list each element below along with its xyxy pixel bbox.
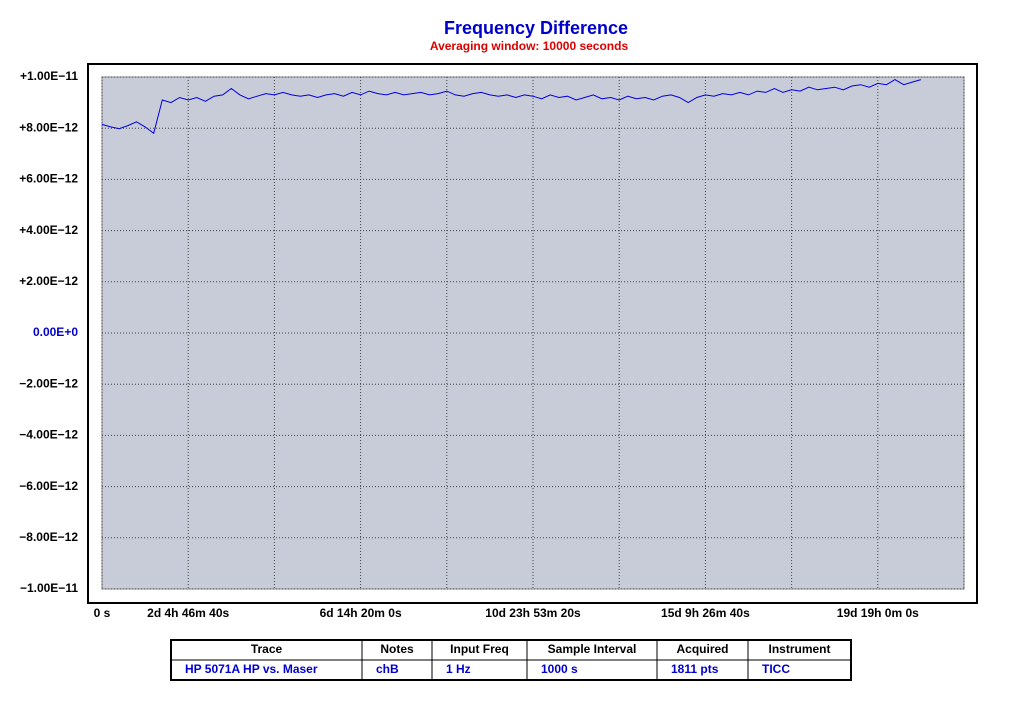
y-tick-label: +8.00E−12: [19, 120, 78, 134]
x-tick-label: 0 s: [94, 606, 111, 620]
y-tick-label: 0.00E+0: [33, 325, 78, 339]
x-tick-label: 10d 23h 53m 20s: [485, 606, 581, 620]
y-tick-label: +4.00E−12: [19, 223, 78, 237]
table-header: Input Freq: [450, 642, 509, 656]
x-tick-label: 6d 14h 20m 0s: [320, 606, 402, 620]
x-tick-label: 19d 19h 0m 0s: [837, 606, 919, 620]
table-cell: 1 Hz: [446, 662, 471, 676]
chart-subtitle: Averaging window: 10000 seconds: [430, 39, 629, 53]
y-tick-label: −1.00E−11: [20, 581, 78, 595]
y-tick-label: −6.00E−12: [19, 479, 78, 493]
table-cell: chB: [376, 662, 399, 676]
table-header: Notes: [380, 642, 414, 656]
frame: [87, 63, 978, 604]
info-table: Trace Notes Input Freq Sample Interval Acqui…: [170, 639, 852, 681]
y-tick-label: +6.00E−12: [19, 172, 78, 186]
y-tick-label: +1.00E−11: [20, 69, 78, 83]
y-tick-label: +2.00E−12: [19, 274, 78, 288]
table-cell: 1811 pts: [671, 662, 719, 676]
table-cell: HP 5071A HP vs. Maser: [185, 662, 318, 676]
table-cell: TICC: [762, 662, 790, 676]
y-tick-label: −8.00E−12: [19, 530, 78, 544]
chart-title: Frequency Difference: [444, 18, 628, 38]
y-tick-label: −4.00E−12: [19, 428, 78, 442]
x-tick-label: 2d 4h 46m 40s: [147, 606, 229, 620]
table-header: Trace: [251, 642, 283, 656]
table-header: Acquired: [676, 642, 728, 656]
table-header: Sample Interval: [548, 642, 637, 656]
table-header: Instrument: [768, 642, 830, 656]
x-tick-label: 15d 9h 26m 40s: [661, 606, 750, 620]
table-cell: 1000 s: [541, 662, 578, 676]
data-line: [101, 79, 922, 135]
y-tick-label: −2.00E−12: [19, 376, 78, 390]
